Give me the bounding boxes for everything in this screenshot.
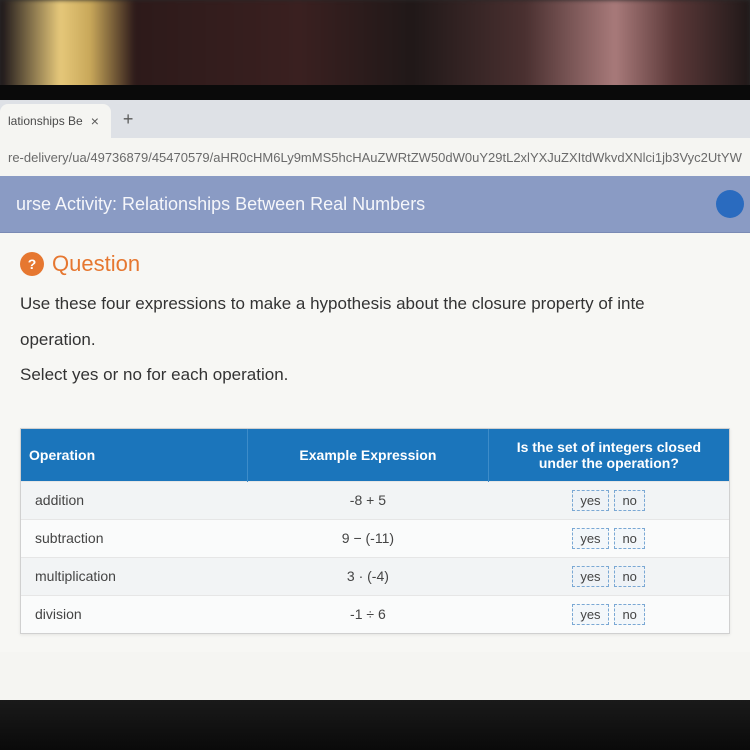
no-button[interactable]: no bbox=[614, 490, 644, 511]
no-button[interactable]: no bbox=[614, 566, 644, 587]
activity-banner: urse Activity: Relationships Between Rea… bbox=[0, 176, 750, 233]
cell-operation: addition bbox=[21, 481, 248, 519]
url-text: re-delivery/ua/49736879/45470579/aHR0cHM… bbox=[8, 150, 742, 165]
cell-operation: multiplication bbox=[21, 557, 248, 595]
page-content: urse Activity: Relationships Between Rea… bbox=[0, 176, 750, 652]
col-header-operation: Operation bbox=[21, 429, 248, 482]
cell-expression: -1 ÷ 6 bbox=[248, 595, 489, 633]
yes-button[interactable]: yes bbox=[572, 604, 608, 625]
cell-answer: yes no bbox=[488, 595, 729, 633]
tab-strip: lationships Be × + bbox=[0, 100, 750, 138]
question-icon: ? bbox=[20, 252, 44, 276]
table-row: multiplication 3 · (-4) yes no bbox=[21, 557, 729, 595]
banner-action-icon[interactable] bbox=[716, 190, 744, 218]
table-row: addition -8 + 5 yes no bbox=[21, 481, 729, 519]
instruction-line: operation. bbox=[20, 327, 730, 353]
no-button[interactable]: no bbox=[614, 604, 644, 625]
cell-operation: subtraction bbox=[21, 519, 248, 557]
laptop-bezel-bottom bbox=[0, 700, 750, 750]
close-icon[interactable]: × bbox=[91, 113, 99, 129]
cell-expression: 3 · (-4) bbox=[248, 557, 489, 595]
cell-answer: yes no bbox=[488, 519, 729, 557]
yes-button[interactable]: yes bbox=[572, 490, 608, 511]
cell-answer: yes no bbox=[488, 557, 729, 595]
table-row: subtraction 9 − (-11) yes no bbox=[21, 519, 729, 557]
banner-title: urse Activity: Relationships Between Rea… bbox=[16, 194, 425, 215]
col-header-expression: Example Expression bbox=[248, 429, 489, 482]
browser-tab[interactable]: lationships Be × bbox=[0, 104, 111, 138]
address-bar[interactable]: re-delivery/ua/49736879/45470579/aHR0cHM… bbox=[0, 138, 750, 176]
cell-expression: -8 + 5 bbox=[248, 481, 489, 519]
question-header: ? Question bbox=[20, 251, 730, 277]
question-label: Question bbox=[52, 251, 140, 277]
instructions: Use these four expressions to make a hyp… bbox=[20, 291, 730, 388]
new-tab-button[interactable]: + bbox=[111, 109, 146, 130]
col-header-closed: Is the set of integers closed under the … bbox=[488, 429, 729, 482]
content-area: ? Question Use these four expressions to… bbox=[0, 233, 750, 652]
no-button[interactable]: no bbox=[614, 528, 644, 549]
screen: lationships Be × + re-delivery/ua/497368… bbox=[0, 100, 750, 700]
tab-title: lationships Be bbox=[8, 114, 83, 128]
yes-button[interactable]: yes bbox=[572, 528, 608, 549]
yes-button[interactable]: yes bbox=[572, 566, 608, 587]
browser-chrome: lationships Be × + re-delivery/ua/497368… bbox=[0, 100, 750, 176]
cell-answer: yes no bbox=[488, 481, 729, 519]
table-row: division -1 ÷ 6 yes no bbox=[21, 595, 729, 633]
cell-expression: 9 − (-11) bbox=[248, 519, 489, 557]
question-table: Operation Example Expression Is the set … bbox=[20, 428, 730, 634]
instruction-line: Select yes or no for each operation. bbox=[20, 362, 730, 388]
cell-operation: division bbox=[21, 595, 248, 633]
instruction-line: Use these four expressions to make a hyp… bbox=[20, 291, 730, 317]
